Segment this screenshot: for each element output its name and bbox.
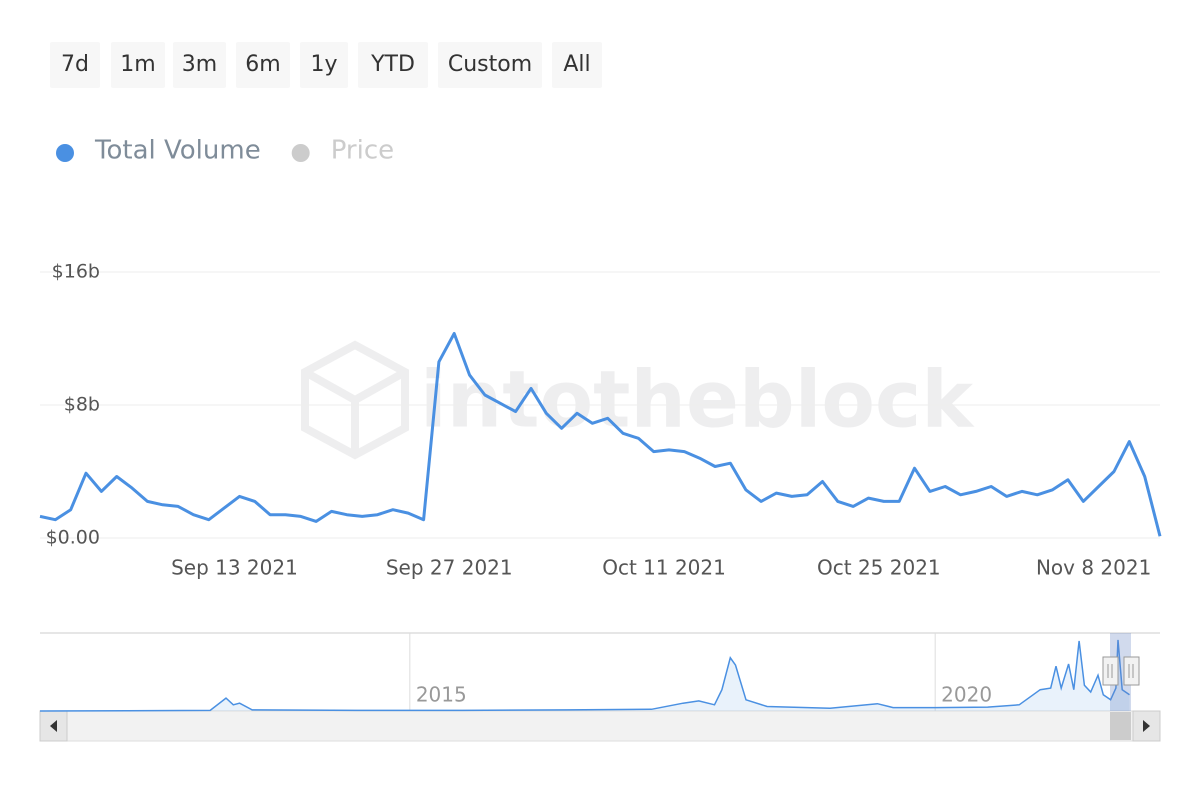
scrollbar-thumb[interactable] — [1110, 712, 1131, 740]
range-button[interactable]: 1m — [111, 42, 165, 88]
range-button[interactable]: 1y — [300, 42, 348, 88]
x-tick-label: Oct 11 2021 — [602, 556, 726, 580]
navigator-handles[interactable] — [1102, 656, 1140, 686]
x-tick-label: Sep 27 2021 — [386, 556, 513, 580]
watermark-text: intotheblock — [420, 355, 975, 445]
navigator-line — [39, 639, 1130, 712]
navigator-selection[interactable] — [1110, 633, 1131, 711]
arrow-right — [1143, 720, 1150, 732]
arrow-left — [50, 720, 57, 732]
legend-label[interactable]: Price — [331, 136, 394, 166]
x-tick-label: Sep 13 2021 — [171, 556, 298, 580]
x-tick-label: Nov 8 2021 — [1036, 556, 1151, 580]
legend-marker[interactable] — [56, 144, 74, 162]
y-tick-label: $0.00 — [46, 527, 100, 549]
range-button[interactable]: Custom — [438, 42, 542, 88]
range-button[interactable]: YTD — [358, 42, 428, 88]
range-button[interactable]: 6m — [236, 42, 290, 88]
range-button[interactable]: 3m — [173, 42, 226, 88]
navigator-tick-label: 2015 — [416, 683, 467, 707]
legend-marker[interactable] — [291, 144, 310, 162]
legend-label[interactable]: Total Volume — [94, 136, 261, 166]
y-tick-label: $16b — [52, 261, 100, 283]
x-tick-label: Oct 25 2021 — [817, 556, 941, 580]
range-button[interactable]: All — [552, 42, 602, 88]
scroll-right-button[interactable] — [1132, 710, 1161, 742]
range-button[interactable]: 7d — [50, 42, 100, 88]
navigator-tick-label: 2020 — [941, 683, 992, 707]
series-line — [39, 332, 1162, 537]
y-tick-label: $8b — [64, 394, 100, 416]
scrollbar-track[interactable] — [39, 710, 1161, 742]
watermark — [301, 340, 409, 460]
